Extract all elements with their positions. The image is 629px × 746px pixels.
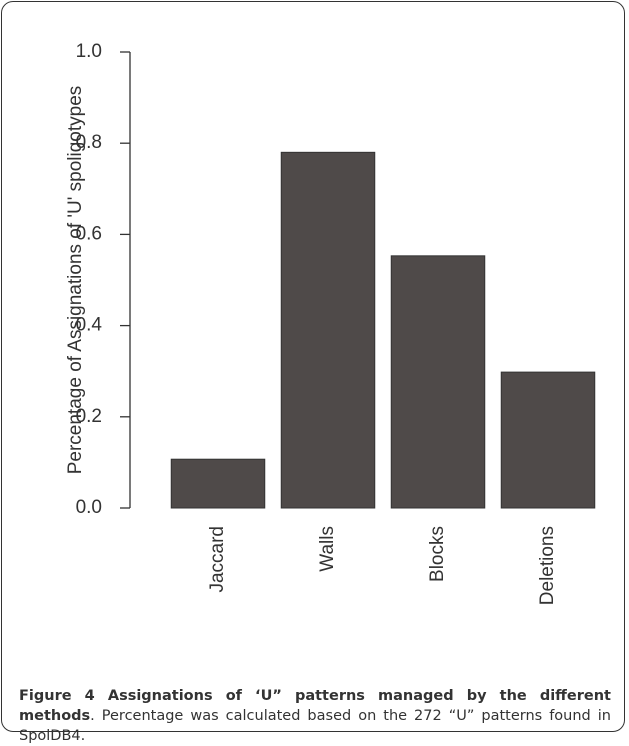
x-tick-label: Deletions: [537, 526, 558, 605]
y-axis-label: Percentage of Assignations of 'U' spolig…: [65, 86, 86, 475]
y-tick-label: 1.0: [76, 41, 102, 62]
caption: Figure 4 Assignations of ‘U” patterns ma…: [19, 686, 611, 746]
y-tick-label: 0.4: [76, 315, 103, 336]
chart: Percentage of Assignations of 'U' spolig…: [65, 41, 596, 605]
bar: [500, 371, 596, 509]
bar: [390, 255, 486, 509]
x-tick-label: Jaccard: [207, 526, 228, 593]
figure-frame: [1, 1, 625, 732]
y-tick-label: 0.6: [76, 223, 102, 244]
caption-text: . Percentage was calculated based on the…: [19, 708, 611, 744]
bar: [280, 151, 376, 509]
caption-title: Assignations of ‘U” patterns managed by …: [19, 688, 611, 724]
caption-label: Figure 4: [19, 688, 95, 704]
x-tick-label: Blocks: [427, 526, 448, 582]
y-tick-label: 0.0: [76, 497, 102, 518]
y-tick-label: 0.8: [76, 132, 102, 153]
bar: [170, 458, 266, 509]
y-tick-label: 0.2: [76, 406, 102, 427]
x-tick-label: Walls: [317, 526, 338, 572]
